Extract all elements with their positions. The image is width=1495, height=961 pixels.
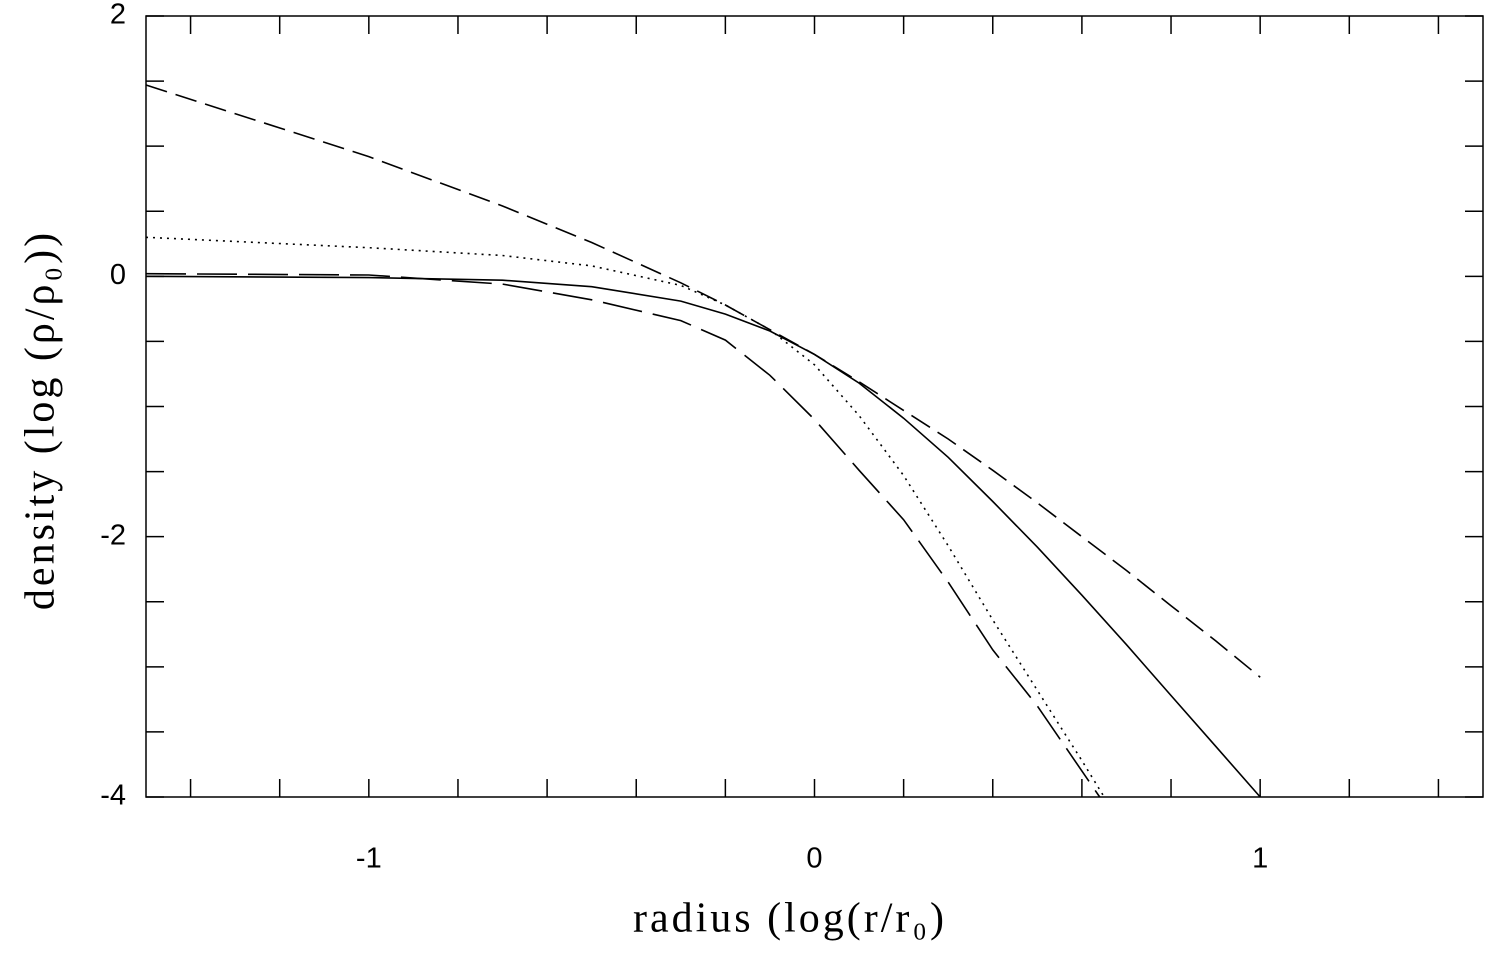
line-series [145, 84, 1261, 678]
x-tick-label: 0 [806, 843, 822, 875]
line-series [145, 236, 1105, 798]
line-series [145, 275, 1261, 798]
x-tick-label: 1 [1252, 843, 1268, 875]
line-series [145, 272, 1101, 798]
x-axis-title: radius (log(r/r₀) [633, 896, 947, 942]
y-tick-label: 2 [110, 0, 126, 31]
y-tick-label: -4 [100, 780, 126, 812]
x-tick-label: -1 [356, 843, 382, 875]
y-axis-title: density (log (ρ/ρ₀)) [18, 230, 64, 610]
y-tick-label: 0 [110, 259, 126, 291]
plot-frame [145, 15, 1484, 798]
y-tick-label: -2 [100, 519, 126, 551]
